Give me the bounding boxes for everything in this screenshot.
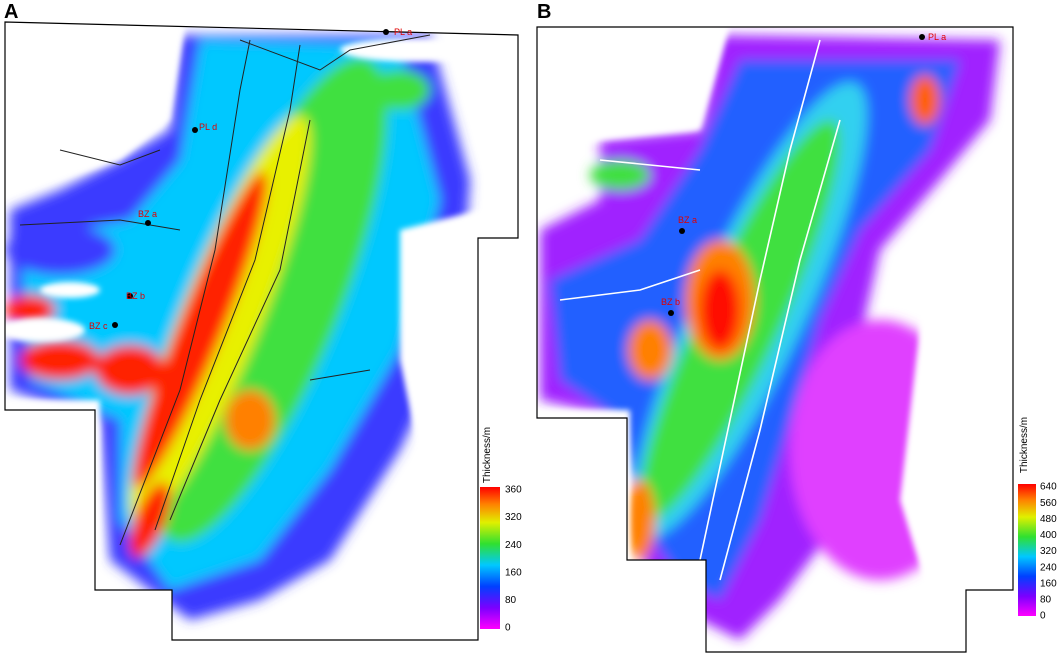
colorbar-tick: 0 xyxy=(505,623,511,634)
colorbar-tick: 240 xyxy=(505,540,522,551)
colorbar-title: Thickness/m xyxy=(1019,417,1030,473)
well-marker xyxy=(145,220,151,226)
boundary xyxy=(4,21,519,641)
colorbar-tick: 320 xyxy=(505,512,522,523)
thickness-map-b xyxy=(537,27,1013,652)
colorbar-tick: 80 xyxy=(505,595,517,606)
boundary xyxy=(536,26,1014,653)
thickness-map-a xyxy=(5,22,518,640)
well-label: BZ a xyxy=(678,215,697,225)
colorbar-tick: 0 xyxy=(1040,611,1046,622)
colorbar xyxy=(480,487,500,629)
colorbar-tick: 480 xyxy=(1040,514,1057,525)
well-label: PL a xyxy=(394,27,412,37)
well-marker xyxy=(127,293,133,299)
colorbar-tick: 160 xyxy=(505,567,522,578)
colorbar-tick: 400 xyxy=(1040,530,1057,541)
well-label: PL a xyxy=(928,32,946,42)
well-label: BZ b xyxy=(661,297,680,307)
well-marker xyxy=(383,29,389,35)
panel-label: B xyxy=(537,1,551,23)
well-label: BZ b xyxy=(126,291,145,301)
annotations: A 360 320 240 160 80 0 Thickness/m PL a PL d BZ a B… xyxy=(4,1,1057,634)
colorbar-tick: 320 xyxy=(1040,546,1057,557)
well-label: BZ a xyxy=(138,209,157,219)
colorbar-tick: 360 xyxy=(505,485,522,496)
well-marker xyxy=(679,228,685,234)
well-label: BZ c xyxy=(89,321,108,331)
well-marker xyxy=(192,127,198,133)
well-label: PL d xyxy=(199,122,217,132)
panel-label: A xyxy=(4,1,18,23)
well-marker xyxy=(668,310,674,316)
colorbar-tick: 160 xyxy=(1040,578,1057,589)
well-marker xyxy=(919,34,925,40)
colorbar-tick: 560 xyxy=(1040,498,1057,509)
colorbar-title: Thickness/m xyxy=(482,427,493,483)
well-marker xyxy=(112,322,118,328)
colorbar-tick: 80 xyxy=(1040,595,1052,606)
colorbar xyxy=(1018,484,1036,616)
colorbar-tick: 640 xyxy=(1040,482,1057,493)
colorbar-tick: 240 xyxy=(1040,562,1057,573)
